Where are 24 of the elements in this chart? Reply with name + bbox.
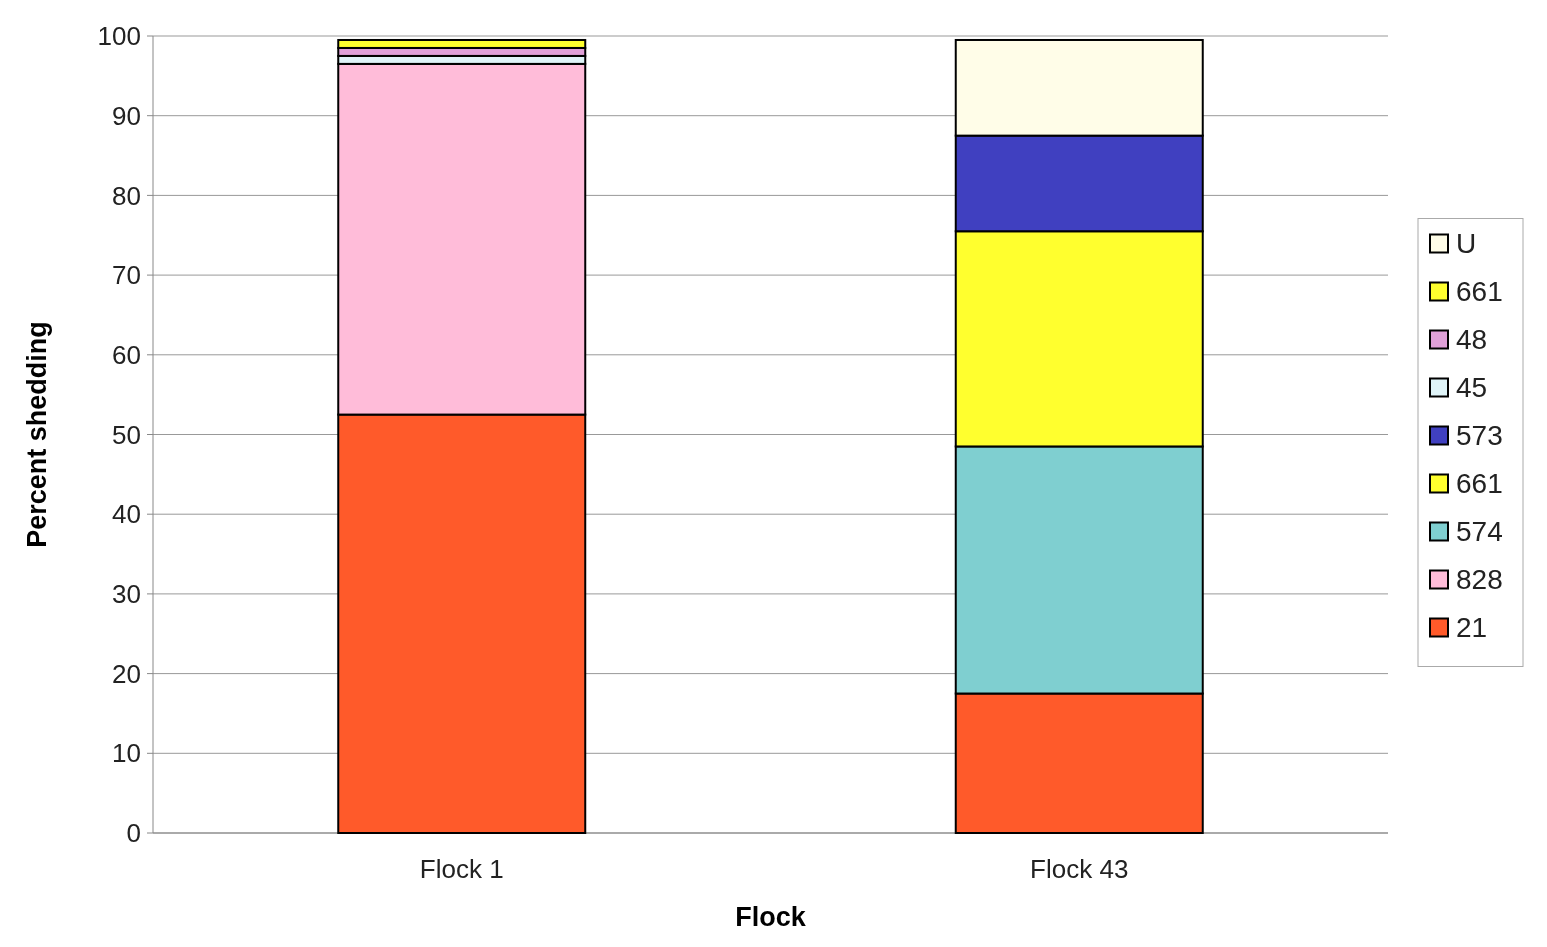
y-axis-title: Percent shedding bbox=[22, 321, 52, 548]
legend-label: 661 bbox=[1456, 276, 1503, 308]
x-tick-label: Flock 43 bbox=[1030, 854, 1129, 884]
legend-label: 21 bbox=[1456, 612, 1488, 644]
legend-label: 661 bbox=[1456, 468, 1503, 500]
x-tick-label: Flock 1 bbox=[419, 854, 504, 884]
y-tick-label: 100 bbox=[97, 21, 141, 52]
y-tick-label: 90 bbox=[112, 100, 141, 131]
y-tick-label: 0 bbox=[126, 818, 141, 849]
legend-label: 574 bbox=[1456, 516, 1503, 548]
legend-label: 45 bbox=[1456, 372, 1488, 404]
y-tick-label: 60 bbox=[112, 339, 141, 370]
y-tick-label: 20 bbox=[112, 658, 141, 689]
y-tick-label: 40 bbox=[112, 499, 141, 530]
y-tick-label: 50 bbox=[112, 419, 141, 450]
y-tick-label: 80 bbox=[112, 180, 141, 211]
legend-label: U bbox=[1456, 228, 1477, 260]
y-tick-label: 70 bbox=[112, 260, 141, 291]
x-axis-title: Flock bbox=[735, 902, 807, 932]
y-tick-label: 10 bbox=[112, 738, 141, 769]
legend-label: 828 bbox=[1456, 564, 1503, 596]
y-tick-label: 30 bbox=[112, 579, 141, 609]
legend-label: 48 bbox=[1456, 324, 1488, 356]
legend-label: 573 bbox=[1456, 420, 1503, 452]
